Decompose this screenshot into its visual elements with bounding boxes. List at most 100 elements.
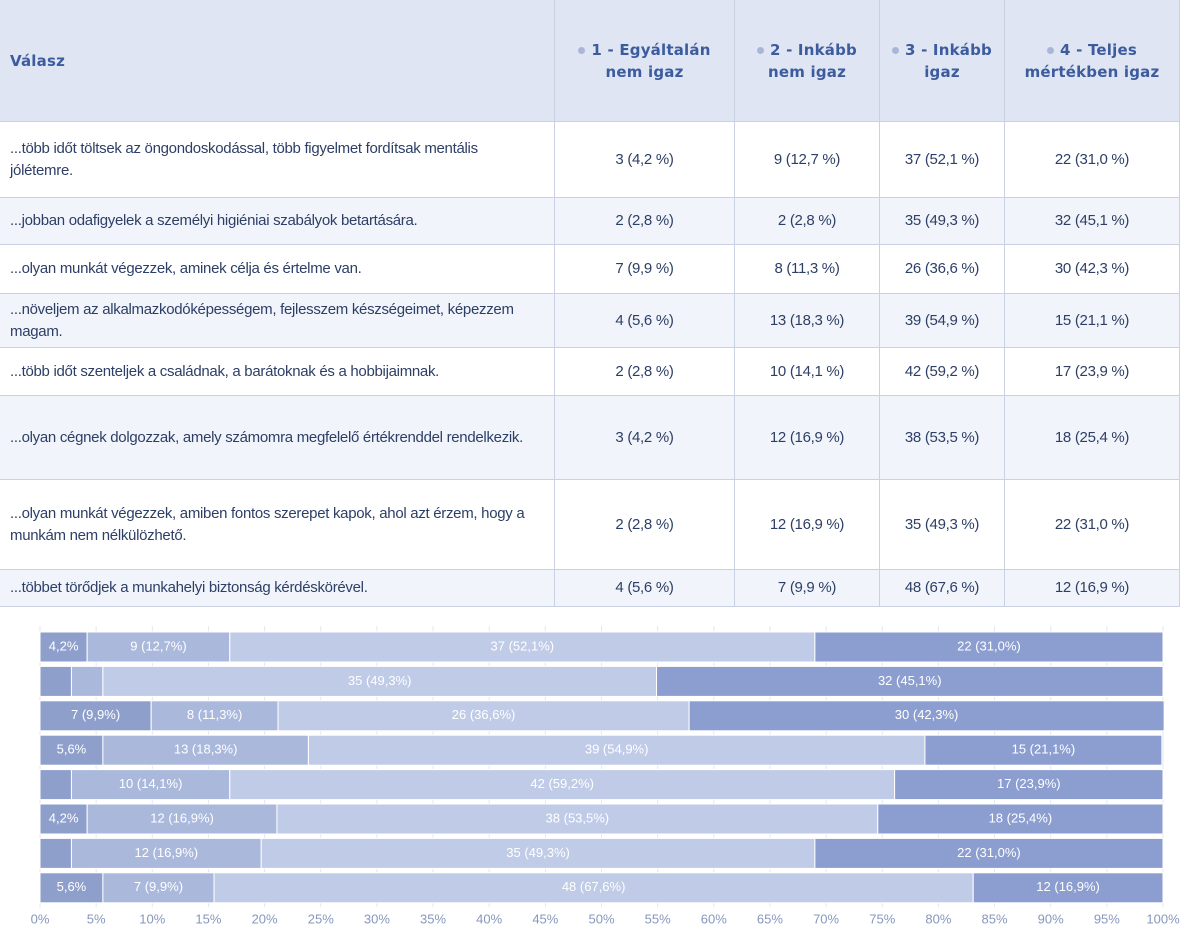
bar-segment <box>307 734 926 766</box>
value-label: 39 (54,9%) <box>585 742 649 757</box>
bar-segment <box>213 872 974 904</box>
x-tick-label: 15% <box>195 911 221 926</box>
value-label: 15 (21,1%) <box>1012 742 1076 757</box>
row-value: 30 (42,3 %) <box>1005 245 1180 294</box>
header-text: 3 - Inkább igaz <box>905 40 992 81</box>
value-label: 4,2% <box>49 810 79 825</box>
value-label: 10 (14,1%) <box>119 776 183 791</box>
bar-segment <box>277 700 690 732</box>
row-value: 3 (4,2 %) <box>555 122 735 198</box>
value-label: 32 (45,1%) <box>878 673 942 688</box>
row-value: 22 (31,0 %) <box>1005 480 1180 570</box>
x-tick-label: 45% <box>532 911 558 926</box>
value-label: 7 (9,9%) <box>71 707 120 722</box>
row-value: 17 (23,9 %) <box>1005 348 1180 396</box>
bar-segment <box>814 631 1164 663</box>
value-label: 12 (16,9%) <box>1036 879 1100 894</box>
bar-segment <box>276 803 879 835</box>
row-value: 7 (9,9 %) <box>555 245 735 294</box>
x-tick-label: 95% <box>1094 911 1120 926</box>
value-label: 12 (16,9%) <box>150 810 214 825</box>
x-tick-label: 20% <box>252 911 278 926</box>
value-label: 13 (18,3%) <box>174 742 238 757</box>
bar-segment <box>656 665 1164 697</box>
bar-segment <box>150 700 279 732</box>
x-tick-label: 50% <box>588 911 614 926</box>
header-text: 2 - Inkább nem igaz <box>767 40 857 81</box>
value-label: 35 (49,3%) <box>348 673 412 688</box>
row-value: 37 (52,1 %) <box>880 122 1005 198</box>
row-value: 10 (14,1 %) <box>735 348 880 396</box>
bar-segment <box>229 769 896 801</box>
header-cell: 3 - Inkább igaz <box>880 0 1005 122</box>
x-tick-label: 10% <box>139 911 165 926</box>
value-label: 22 (31,0%) <box>957 638 1021 653</box>
row-value: 13 (18,3 %) <box>735 294 880 348</box>
row-value: 38 (53,5 %) <box>880 396 1005 480</box>
row-label: ...olyan cégnek dolgozzak, amely számomr… <box>0 396 555 480</box>
value-label: 42 (59,2%) <box>530 776 594 791</box>
row-label: ...olyan munkát végezzek, aminek célja é… <box>0 245 555 294</box>
value-label: 48 (67,6%) <box>562 879 626 894</box>
row-value: 2 (2,8 %) <box>735 198 880 245</box>
sort-dot <box>578 46 586 54</box>
bar-segment <box>924 734 1163 766</box>
row-value: 22 (31,0 %) <box>1005 122 1180 198</box>
row-value: 2 (2,8 %) <box>555 198 735 245</box>
value-label: 4,2% <box>49 638 79 653</box>
results-table: Válasz 1 - Egyáltalán nem igaz 2 - Inkább … <box>0 0 1180 607</box>
bar-segment <box>688 700 1165 732</box>
row-value: 39 (54,9 %) <box>880 294 1005 348</box>
x-tick-label: 35% <box>420 911 446 926</box>
value-label: 30 (42,3%) <box>895 707 959 722</box>
header-cell: 1 - Egyáltalán nem igaz <box>555 0 735 122</box>
header-cell: 2 - Inkább nem igaz <box>735 0 880 122</box>
value-label: 37 (52,1%) <box>491 638 555 653</box>
row-value: 4 (5,6 %) <box>555 294 735 348</box>
sort-dot <box>1047 46 1055 54</box>
value-label: 17 (23,9%) <box>997 776 1061 791</box>
sort-dot <box>757 46 765 54</box>
row-label: ...több időt töltsek az öngondoskodással… <box>0 122 555 198</box>
row-value: 4 (5,6 %) <box>555 570 735 607</box>
bar-segment <box>814 837 1164 869</box>
x-tick-label: 75% <box>869 911 895 926</box>
bar-segment <box>102 665 658 697</box>
header-text: 4 - Teljes mértékben igaz <box>1024 40 1160 81</box>
row-label: ...növeljem az alkalmazkodóképességem, f… <box>0 294 555 348</box>
row-value: 18 (25,4 %) <box>1005 396 1180 480</box>
value-label: 5,6% <box>57 879 87 894</box>
bar-segment <box>70 769 231 801</box>
row-value: 26 (36,6 %) <box>880 245 1005 294</box>
x-tick-label: 25% <box>308 911 334 926</box>
bar-segment <box>972 872 1164 904</box>
row-value: 35 (49,3 %) <box>880 480 1005 570</box>
header-text: 1 - Egyáltalán nem igaz <box>591 40 711 81</box>
value-label: 7 (9,9%) <box>134 879 183 894</box>
x-tick-label: 55% <box>645 911 671 926</box>
bar-segment <box>70 837 262 869</box>
bar-segment <box>102 734 309 766</box>
value-label: 35 (49,3%) <box>506 845 570 860</box>
row-label: ...olyan munkát végezzek, amiben fontos … <box>0 480 555 570</box>
x-tick-label: 60% <box>701 911 727 926</box>
x-tick-label: 100% <box>1146 911 1180 926</box>
row-label: ...többet törődjek a munkahelyi biztonsá… <box>0 570 555 607</box>
chart: 0% 5% 10% 15% 20% 25% 30% 35% 40% 45% 50% 55% 60% 65%… <box>31 626 1180 926</box>
bar-segment <box>86 803 278 835</box>
x-tick-label: 80% <box>925 911 951 926</box>
value-label: 22 (31,0%) <box>957 845 1021 860</box>
bar-segment <box>39 665 72 697</box>
sort-dot <box>892 46 900 54</box>
x-tick-label: 5% <box>87 911 106 926</box>
value-label: 26 (36,6%) <box>452 707 516 722</box>
x-tick-label: 40% <box>476 911 502 926</box>
x-tick-label: 65% <box>757 911 783 926</box>
row-value: 12 (16,9 %) <box>1005 570 1180 607</box>
bar-segment <box>102 872 215 904</box>
row-value: 42 (59,2 %) <box>880 348 1005 396</box>
value-label: 8 (11,3%) <box>187 707 242 722</box>
bar-segment <box>39 734 104 766</box>
row-value: 12 (16,9 %) <box>735 396 880 480</box>
